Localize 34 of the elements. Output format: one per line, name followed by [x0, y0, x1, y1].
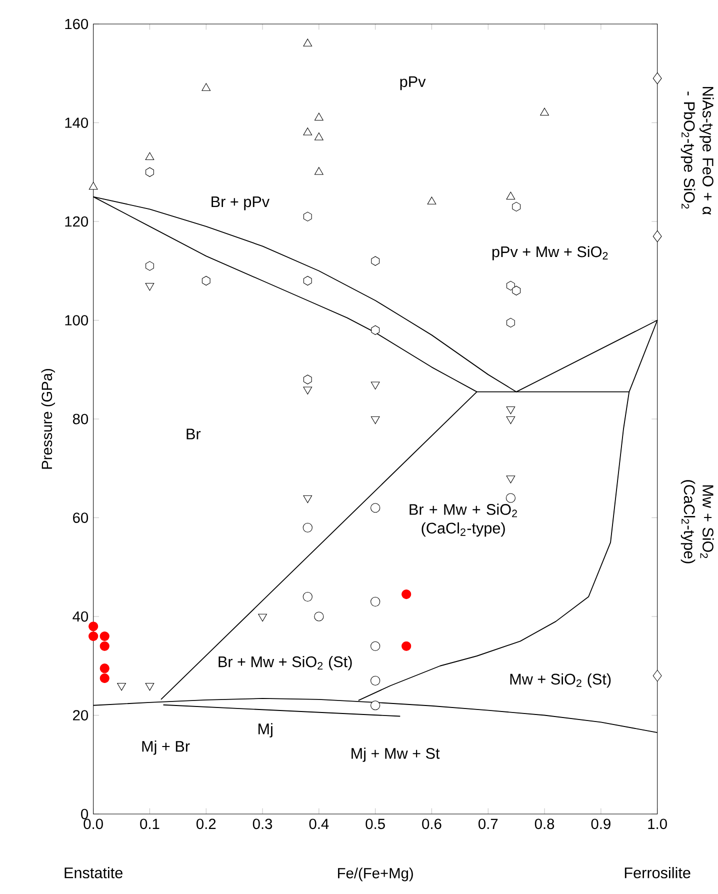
y-tick-label: 140 — [65, 118, 88, 128]
x-tick-label: 0.4 — [309, 818, 329, 830]
text: Ferrosilite — [624, 867, 690, 878]
x-tick-label: 0.2 — [196, 818, 216, 830]
x-tick-label: 0.0 — [84, 818, 103, 830]
annotation: Br — [186, 428, 200, 440]
y-axis-title: Pressure (GPa) — [41, 368, 55, 469]
x-tick-label: 0.8 — [534, 818, 554, 830]
annotation: Mj + Br — [142, 740, 190, 755]
y-tick-label: 120 — [65, 216, 88, 227]
annotation: Br + pPv — [211, 196, 270, 210]
annotation: Mj + Mw + St — [351, 748, 440, 762]
y-tick-label: 100 — [65, 315, 88, 326]
annotation: Br + Mw + SiO$_{2}$ (St) — [218, 656, 352, 670]
x-tick-label: 0.1 — [140, 818, 160, 830]
x-tick-label: 1.0 — [648, 818, 667, 830]
y-tick-label: 0 — [80, 808, 88, 820]
x-tick-label: 0.9 — [591, 818, 610, 830]
x-tick-label: 0.3 — [252, 818, 272, 830]
x-tick-label: 0.7 — [478, 818, 498, 830]
y-tick-label: 40 — [72, 611, 88, 622]
x-tick-label: 0.5 — [366, 818, 385, 830]
annotation: Mj — [258, 723, 272, 738]
y-tick-label: 80 — [72, 414, 88, 424]
annotation: Mw + SiO$_{2}$ (St) — [510, 673, 610, 688]
x-axis-title: Fe/(Fe+Mg) — [338, 868, 413, 882]
annotation: pPv — [400, 76, 426, 90]
y-tick-label: 60 — [72, 512, 88, 523]
text: Enstatite — [64, 867, 122, 878]
y-tick-label: 20 — [72, 710, 88, 720]
y-tick-label: 160 — [65, 18, 88, 30]
text: Br + Mw + SiO$_{2}$ (CaCl$_{2}$-type) — [410, 504, 517, 537]
annotation: pPv + Mw + SiO$_{2}$ — [492, 246, 608, 260]
x-tick-label: 0.6 — [422, 818, 442, 830]
